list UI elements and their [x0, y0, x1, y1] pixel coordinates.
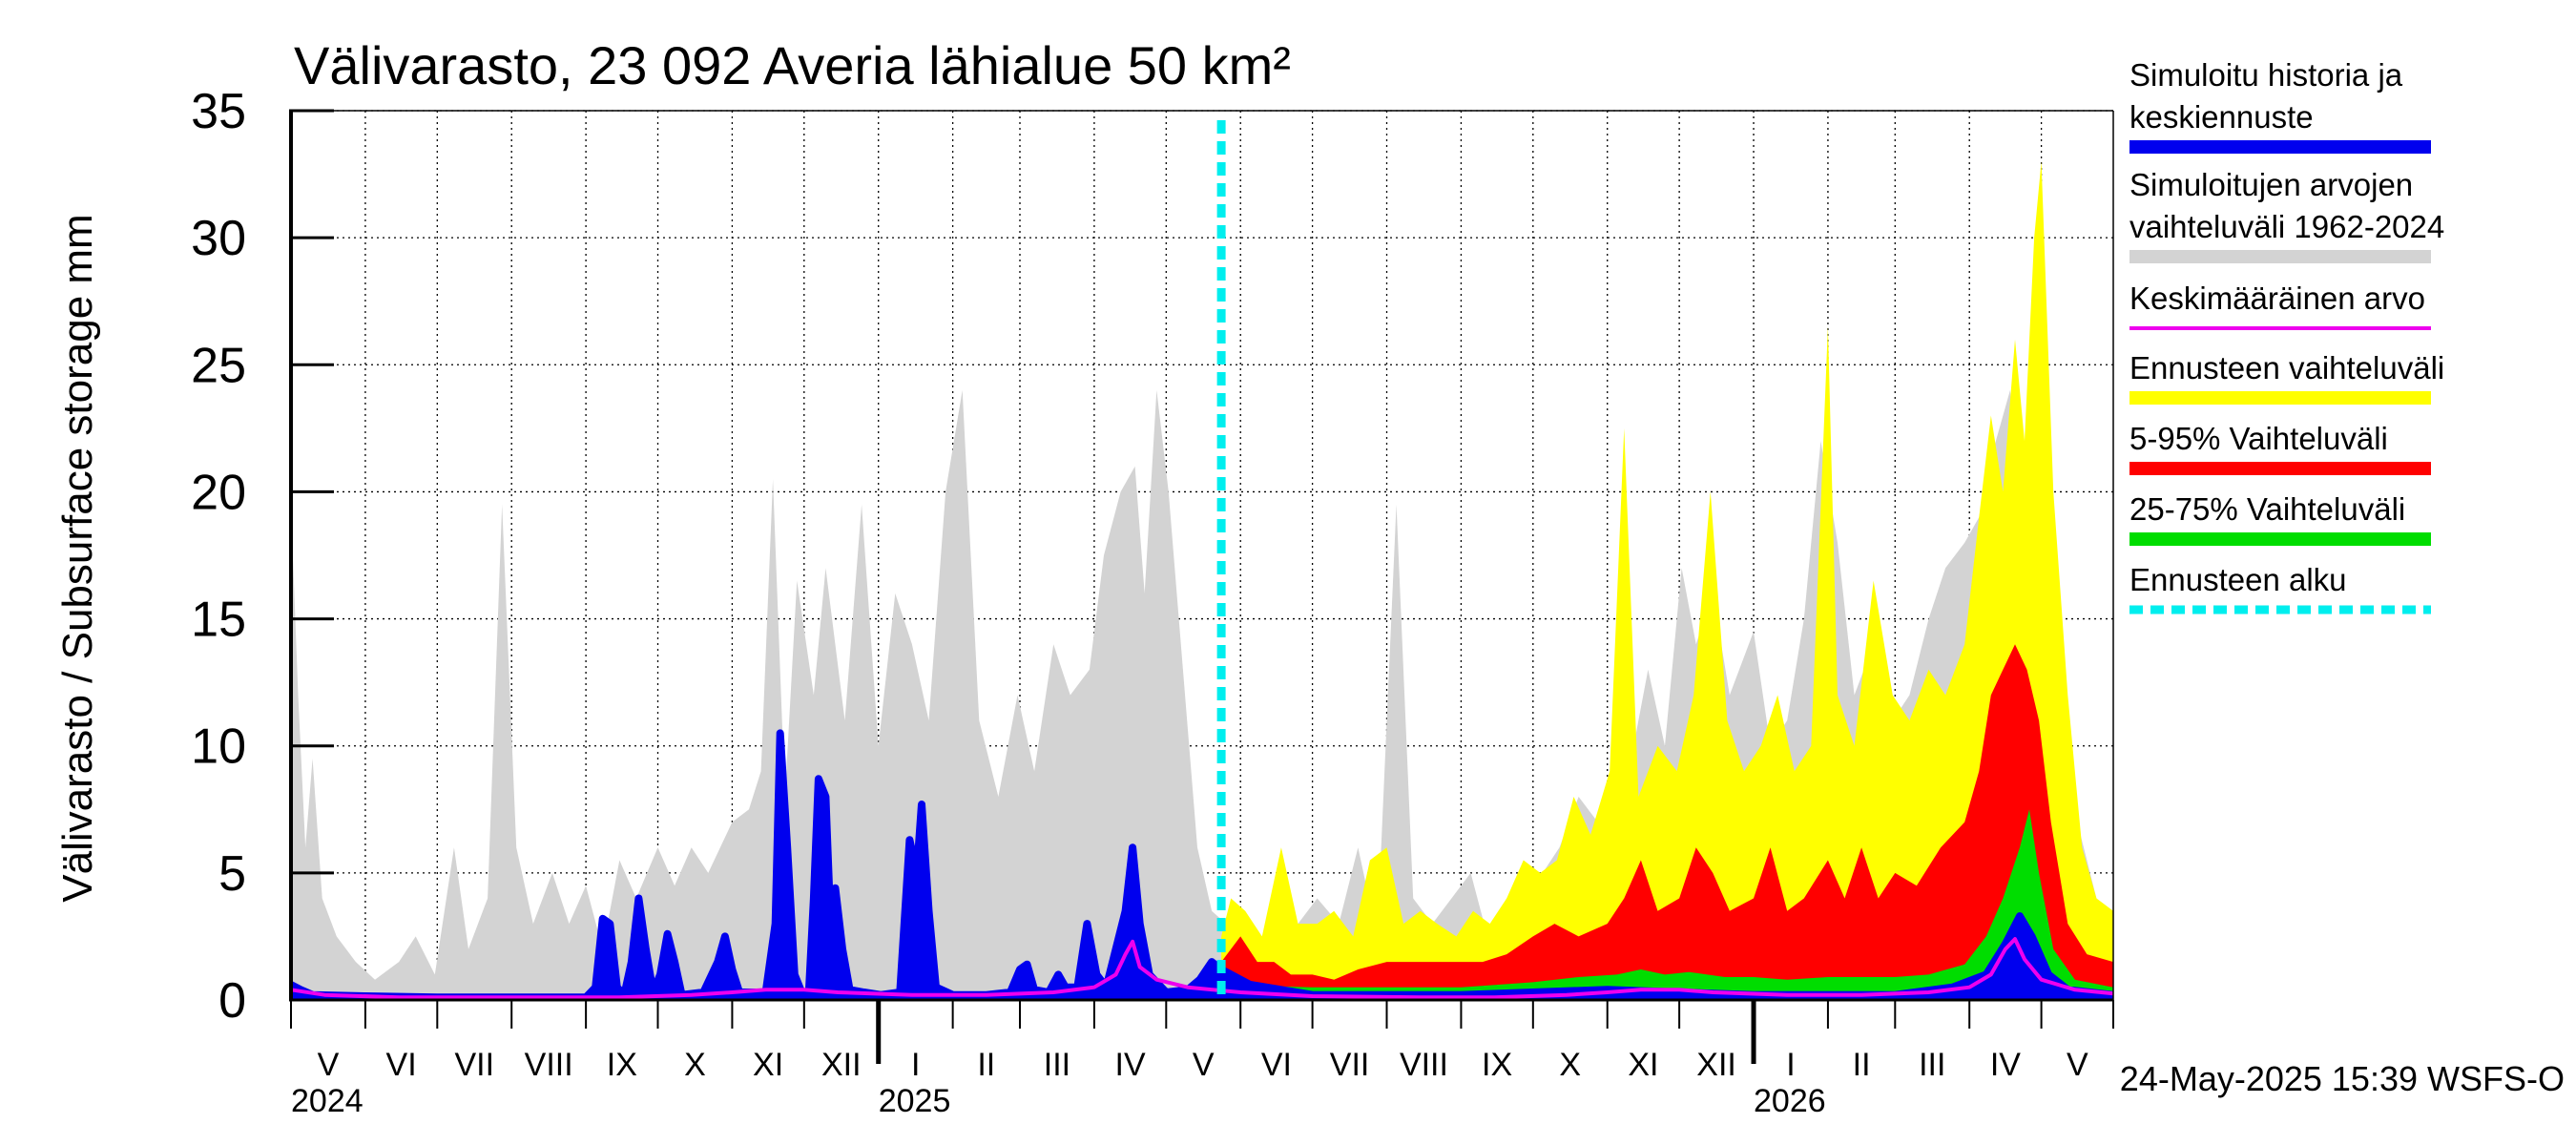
month-label: VII: [1330, 1047, 1370, 1083]
legend-label: Keskimääräinen arvo: [2129, 281, 2425, 316]
month-label: III: [1044, 1047, 1070, 1083]
month-label: XI: [753, 1047, 783, 1083]
month-label: IV: [1990, 1047, 2021, 1083]
month-label: II: [977, 1047, 995, 1083]
y-tick-label: 10: [191, 719, 246, 775]
y-tick-label: 15: [191, 593, 246, 648]
chart-title: Välivarasto, 23 092 Averia lähialue 50 k…: [294, 35, 1291, 95]
month-label: VI: [1261, 1047, 1292, 1083]
month-label: IV: [1115, 1047, 1146, 1083]
y-tick-label: 20: [191, 465, 246, 520]
month-label: II: [1853, 1047, 1871, 1083]
month-label: VI: [386, 1047, 417, 1083]
legend-label: Simuloitu historia ja: [2129, 57, 2403, 93]
month-label: XII: [821, 1047, 862, 1083]
axes: [289, 109, 2114, 1064]
month-label: V: [318, 1047, 340, 1083]
month-label: IX: [607, 1047, 637, 1083]
y-axis-label: Välivarasto / Subsurface storage mm: [54, 214, 101, 902]
y-tick-label: 35: [191, 84, 246, 139]
legend-label: Ennusteen vaihteluväli: [2129, 350, 2444, 385]
series-line: [289, 729, 2114, 1002]
year-label: 2025: [879, 1083, 951, 1119]
year-label: 2024: [291, 1083, 364, 1119]
month-label: I: [1786, 1047, 1795, 1083]
month-label: VII: [454, 1047, 494, 1083]
legend-label: vaihteluväli 1962-2024: [2129, 209, 2444, 244]
month-labels: V VI VII VIII IX X XI XII I II III IV V VI VII VIII IX X X…: [318, 1047, 2088, 1083]
month-label: VIII: [525, 1047, 573, 1083]
year-label: 2026: [1754, 1083, 1826, 1119]
month-label: XI: [1628, 1047, 1658, 1083]
series-layer: [289, 161, 2114, 1002]
month-label: XII: [1696, 1047, 1736, 1083]
y-tick-label: 5: [218, 846, 246, 902]
month-label: IX: [1482, 1047, 1512, 1083]
year-labels: 2024 2025 2026: [291, 1083, 1826, 1119]
month-label: V: [1193, 1047, 1215, 1083]
timestamp-footer: 24-May-2025 15:39 WSFS-O: [2120, 1059, 2565, 1098]
legend-label: Ennusteen alku: [2129, 562, 2347, 597]
legend-label: 25-75% Vaihteluväli: [2129, 491, 2405, 527]
legend: Simuloitu historia ja keskiennuste Simuloi…: [2129, 57, 2444, 614]
series-band: [1221, 644, 2113, 1000]
month-label: I: [911, 1047, 920, 1083]
y-tick-label: 0: [218, 973, 246, 1029]
y-tick-label: 25: [191, 338, 246, 393]
month-label: VIII: [1400, 1047, 1448, 1083]
series-band: [1221, 161, 2113, 1001]
legend-label: keskiennuste: [2129, 99, 2314, 135]
month-label: X: [1559, 1047, 1581, 1083]
legend-label: 5-95% Vaihteluväli: [2129, 421, 2388, 456]
month-label: III: [1919, 1047, 1945, 1083]
y-tick-labels: 0 5 10 15 20 25 30 35: [191, 84, 246, 1029]
y-tick-label: 30: [191, 211, 246, 266]
month-label: V: [2067, 1047, 2088, 1083]
series-line: [290, 937, 2114, 1000]
month-label: X: [684, 1047, 706, 1083]
legend-label: Simuloitujen arvojen: [2129, 167, 2413, 202]
